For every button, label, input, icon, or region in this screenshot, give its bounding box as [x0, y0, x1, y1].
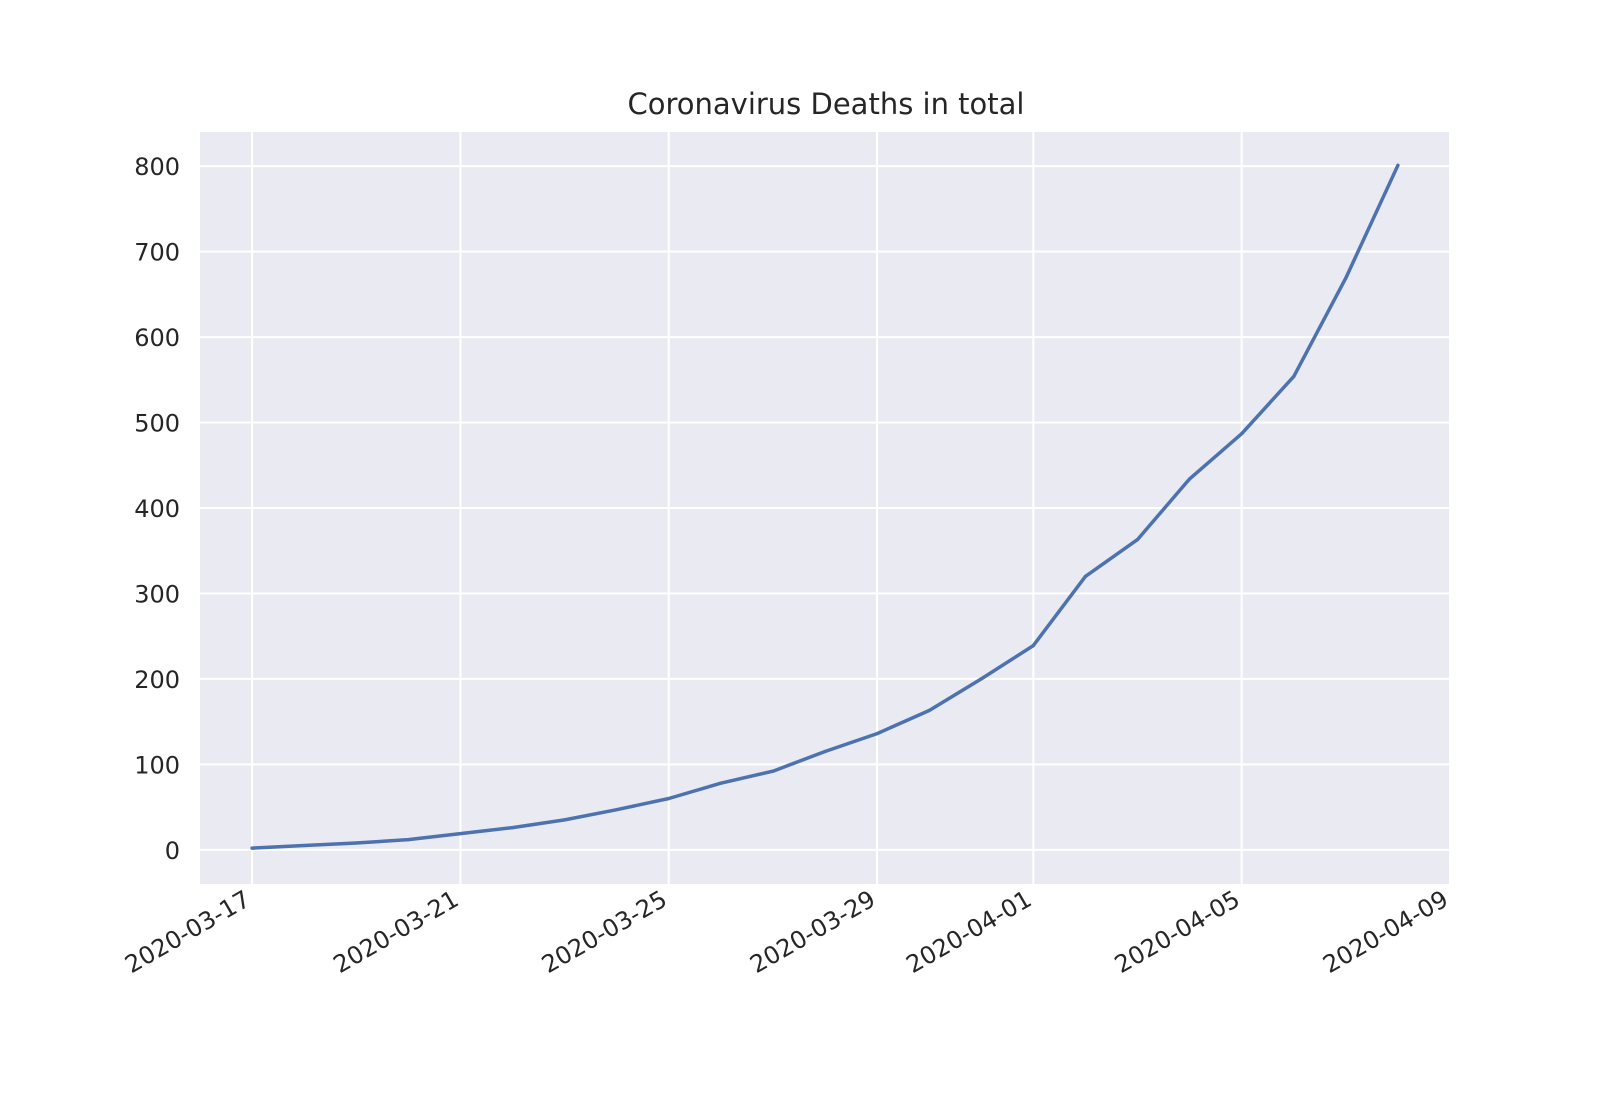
data-point — [1344, 276, 1348, 280]
y-tick-label: 800 — [134, 153, 180, 181]
data-point — [510, 826, 515, 830]
x-tick-label: 2020-03-17 — [120, 885, 255, 979]
data-point — [719, 781, 723, 785]
x-tick-label: 2020-03-25 — [537, 885, 672, 979]
data-point — [562, 818, 567, 822]
y-tick-labels: 0 100 200 300 400 500 600 700 800 — [134, 153, 180, 865]
data-point — [1396, 163, 1400, 167]
data-point — [927, 708, 931, 713]
x-tick-label: 2020-04-09 — [1318, 885, 1453, 979]
y-tick-label: 700 — [134, 239, 180, 267]
data-point — [667, 796, 671, 801]
data-point — [354, 841, 358, 845]
data-point — [823, 749, 827, 754]
data-point — [615, 808, 619, 812]
y-tick-label: 600 — [134, 324, 180, 352]
data-point — [1135, 538, 1140, 542]
data-point — [250, 846, 254, 850]
x-tick-labels: 2020-03-17 2020-03-21 2020-03-25 2020-03-29… — [120, 885, 1453, 979]
data-point — [771, 769, 775, 773]
data-point — [302, 843, 306, 848]
chart-title: Coronavirus Deaths in total — [627, 87, 1024, 121]
data-point — [1083, 574, 1088, 578]
x-tick-label: 2020-03-21 — [329, 885, 464, 979]
data-point — [1031, 643, 1035, 648]
data-point — [1240, 432, 1244, 436]
data-point — [1292, 374, 1296, 378]
x-tick-label: 2020-04-05 — [1110, 885, 1245, 979]
y-tick-label: 100 — [134, 751, 180, 779]
data-point — [979, 677, 983, 681]
y-tick-label: 300 — [134, 580, 180, 608]
x-tick-label: 2020-04-01 — [902, 885, 1037, 979]
y-tick-label: 500 — [134, 410, 180, 438]
series-layer — [250, 163, 1400, 850]
y-tick-label: 400 — [134, 495, 180, 523]
y-tick-label: 0 — [165, 837, 180, 865]
data-point — [875, 732, 879, 736]
y-gridlines — [200, 165, 1450, 851]
data-point — [1187, 477, 1192, 481]
y-tick-label: 200 — [134, 666, 180, 694]
data-point — [458, 831, 463, 836]
x-tick-label: 2020-03-29 — [745, 885, 880, 979]
data-point — [406, 837, 410, 842]
